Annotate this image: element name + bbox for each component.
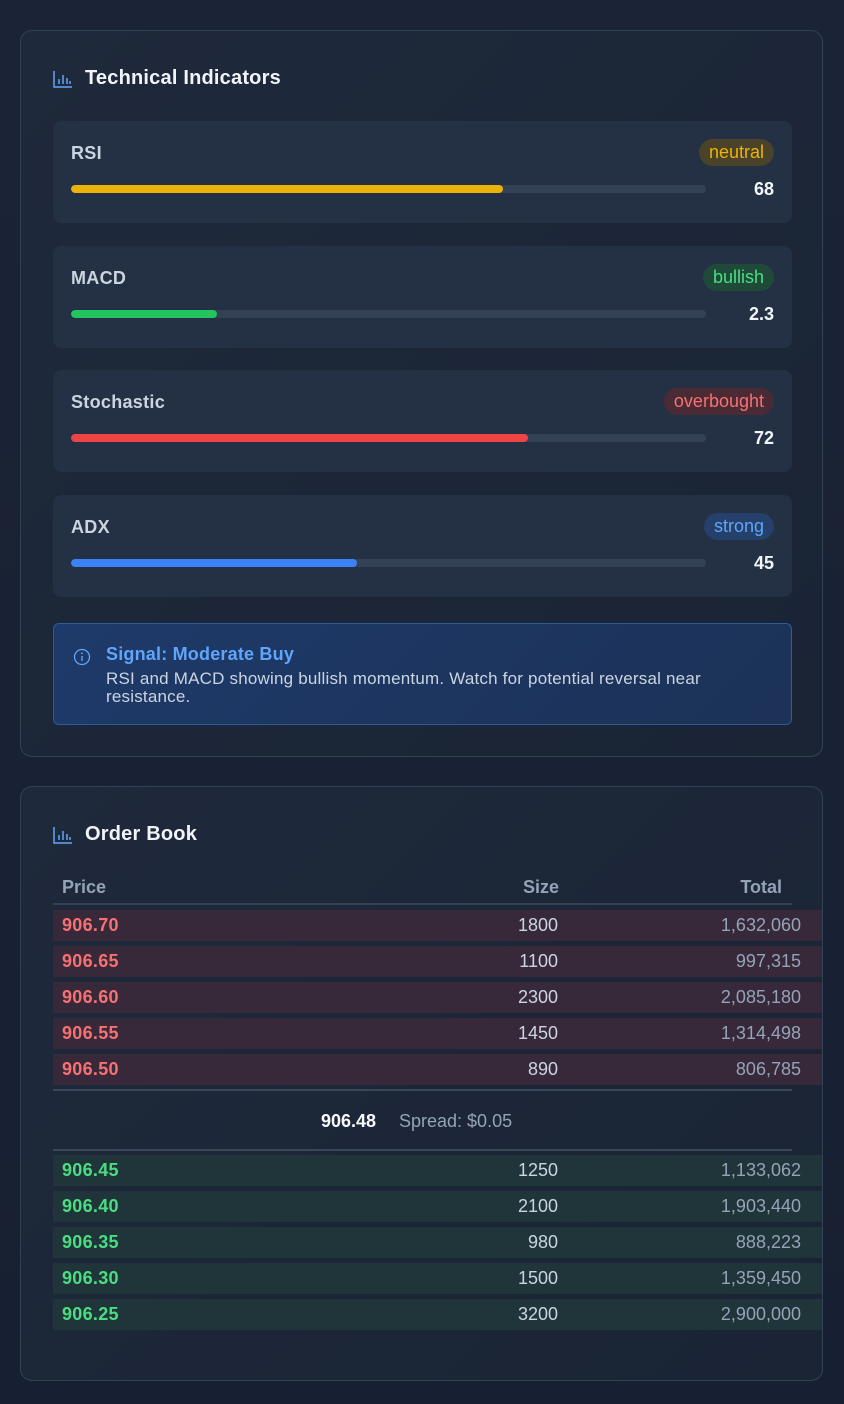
order-price: 906.65	[62, 951, 119, 971]
order-size: 1250	[517, 1160, 558, 1180]
order-total: 1,314,498	[720, 1023, 801, 1043]
order-book-ask-row[interactable]: 906.55 1450 1,314,498	[53, 1018, 822, 1049]
order-book-bid-row[interactable]: 906.45 1250 1,133,062	[53, 1155, 822, 1186]
order-price: 906.60	[62, 987, 119, 1007]
indicator-status-badge: overbought	[663, 388, 774, 415]
order-price: 906.40	[62, 1196, 119, 1216]
indicator-bar-track	[71, 434, 706, 442]
indicator-name: Stochastic	[71, 392, 166, 412]
indicator-bar-fill	[71, 185, 503, 193]
indicator-status-badge: strong	[703, 512, 774, 540]
indicator-stochastic: Stochastic overbought 72	[53, 370, 792, 472]
signal-text: RSI and MACD showing bullish momentum. W…	[106, 669, 701, 706]
order-size: 2100	[517, 1196, 558, 1216]
order-total: 2,900,000	[720, 1304, 801, 1324]
order-book-bid-row[interactable]: 906.35 980 888,223	[53, 1227, 822, 1258]
mid-price: 906.48	[321, 1111, 377, 1131]
technical-indicators-header: Technical Indicators	[53, 67, 281, 90]
order-price: 906.25	[62, 1304, 119, 1324]
indicator-name: MACD	[71, 267, 127, 288]
order-total: 806,785	[735, 1059, 801, 1079]
indicator-macd: MACD bullish 2.3	[53, 245, 792, 348]
order-price: 906.70	[62, 915, 119, 935]
signal-box: Signal: Moderate Buy RSI and MACD showin…	[53, 623, 792, 725]
order-book-column-headers: Price Size Total	[53, 875, 792, 905]
order-total: 1,133,062	[720, 1160, 801, 1180]
info-icon	[73, 648, 91, 666]
indicator-name: RSI	[71, 143, 102, 163]
technical-indicators-card: Technical Indicators RSI neutral 68 MACD…	[20, 30, 823, 757]
size-column-header: Size	[522, 877, 559, 897]
order-book-bid-row[interactable]: 906.25 3200 2,900,000	[53, 1299, 822, 1330]
order-book-ask-row[interactable]: 906.65 1100 997,315	[53, 946, 822, 977]
indicator-adx: ADX strong 45	[53, 494, 792, 597]
order-price: 906.35	[62, 1232, 119, 1252]
order-total: 1,359,450	[720, 1268, 801, 1288]
order-book-ask-row[interactable]: 906.60 2300 2,085,180	[53, 982, 822, 1013]
order-size: 980	[527, 1232, 558, 1252]
order-book-ask-row[interactable]: 906.70 1800 1,632,060	[53, 910, 822, 941]
bar-chart-icon	[53, 826, 72, 844]
indicator-bar-track	[71, 558, 706, 567]
indicator-bar-fill	[71, 309, 218, 318]
indicator-name: ADX	[71, 516, 110, 537]
indicator-status-badge: neutral	[698, 139, 774, 166]
order-book-ask-row[interactable]: 906.50 890 806,785	[53, 1054, 822, 1085]
order-size: 2300	[517, 987, 558, 1007]
order-total: 1,632,060	[720, 915, 801, 935]
spread-indicator: 906.48 Spread: $0.05	[53, 1089, 792, 1151]
bar-chart-icon	[53, 70, 72, 88]
order-size: 3200	[517, 1304, 558, 1324]
total-column-header: Total	[740, 877, 782, 897]
order-book-bid-row[interactable]: 906.30 1500 1,359,450	[53, 1263, 822, 1294]
order-size: 890	[527, 1059, 558, 1079]
order-total: 2,085,180	[720, 987, 801, 1007]
indicator-value: 68	[753, 179, 774, 199]
price-column-header: Price	[62, 877, 107, 897]
indicator-bar-track	[71, 309, 706, 318]
order-size: 1100	[519, 951, 558, 971]
order-book-title: Order Book	[85, 823, 198, 845]
indicator-value: 72	[753, 428, 774, 448]
order-price: 906.50	[62, 1059, 119, 1079]
indicator-bar-track	[71, 185, 706, 193]
indicator-bar-fill	[71, 434, 529, 442]
indicator-value: 45	[753, 552, 774, 573]
order-total: 1,903,440	[720, 1196, 801, 1216]
order-size: 1450	[517, 1023, 558, 1043]
order-book-card: Order Book Price Size Total 906.70 1800 …	[20, 786, 823, 1381]
indicator-status-badge: bullish	[702, 263, 774, 291]
signal-title: Signal: Moderate Buy	[106, 644, 295, 664]
indicator-value: 2.3	[748, 303, 774, 324]
indicator-rsi: RSI neutral 68	[53, 121, 792, 223]
order-total: 997,315	[735, 951, 801, 971]
order-book-bid-row[interactable]: 906.40 2100 1,903,440	[53, 1191, 822, 1222]
order-book-header: Order Book	[53, 823, 197, 846]
order-price: 906.30	[62, 1268, 119, 1288]
order-size: 1800	[517, 915, 558, 935]
order-total: 888,223	[735, 1232, 801, 1252]
order-price: 906.45	[62, 1160, 119, 1180]
technical-indicators-title: Technical Indicators	[85, 67, 281, 89]
indicator-bar-fill	[71, 558, 357, 567]
order-price: 906.55	[62, 1023, 119, 1043]
spread-value: Spread: $0.05	[399, 1111, 513, 1131]
order-size: 1500	[517, 1268, 558, 1288]
